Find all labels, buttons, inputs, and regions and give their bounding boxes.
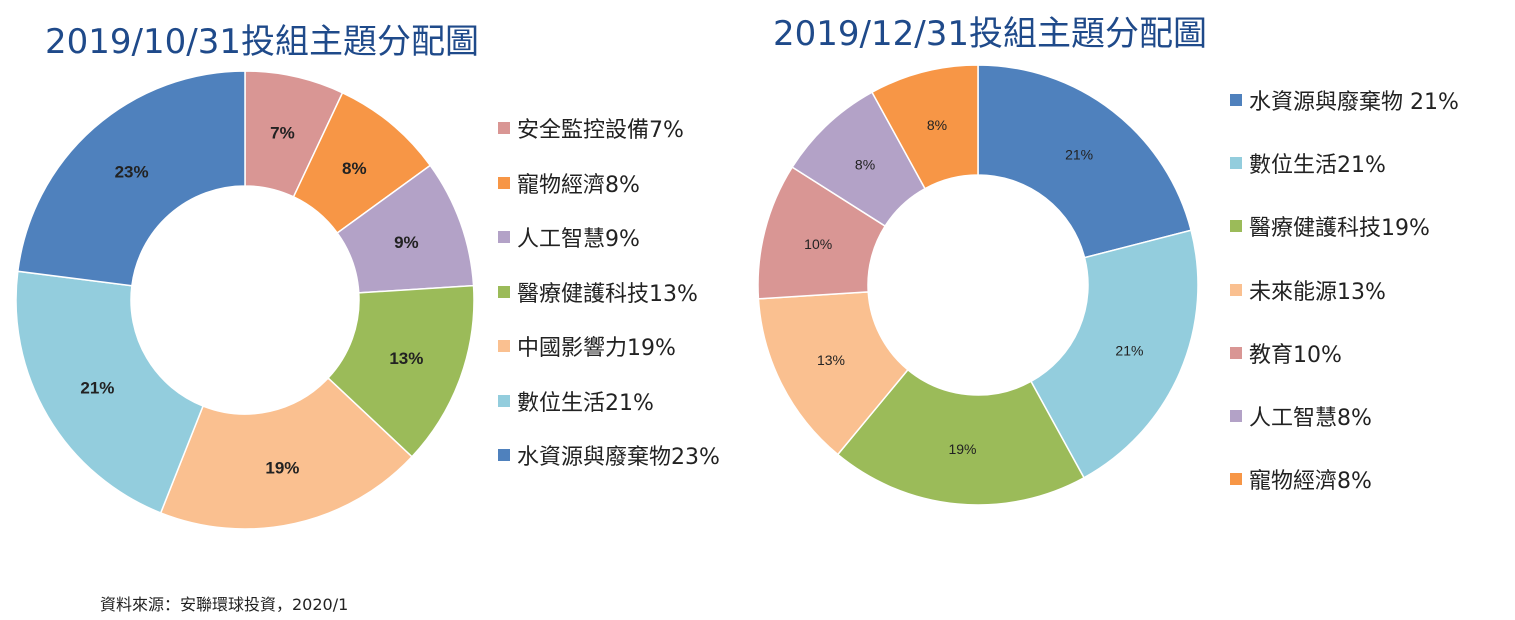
legend-label: 人工智慧8% bbox=[1249, 406, 1372, 431]
donut-slice bbox=[15, 270, 205, 514]
legend-item: 寵物經濟8% bbox=[498, 167, 640, 199]
data-label: 21% bbox=[1065, 147, 1093, 163]
legend-item: 醫療健護科技19% bbox=[1230, 210, 1430, 242]
legend-item: 人工智慧9% bbox=[498, 221, 640, 253]
data-label: 19% bbox=[265, 458, 299, 477]
legend-swatch bbox=[498, 122, 510, 134]
donut-slice bbox=[159, 376, 413, 530]
data-label: 7% bbox=[270, 124, 295, 143]
legend-swatch bbox=[1230, 410, 1242, 422]
legend-label: 數位生活21% bbox=[1249, 153, 1386, 179]
legend-label: 寵物經濟8% bbox=[517, 172, 640, 198]
legend-swatch bbox=[498, 176, 510, 189]
legend-swatch bbox=[498, 231, 510, 243]
data-label: 13% bbox=[817, 352, 845, 368]
legend-label: 教育10% bbox=[1249, 342, 1342, 368]
donut-slice bbox=[836, 368, 1086, 506]
legend-item: 數位生活21% bbox=[498, 385, 654, 417]
data-label: 13% bbox=[389, 349, 423, 368]
donut-slice bbox=[16, 70, 246, 287]
legend-swatch bbox=[1230, 283, 1242, 296]
chart-title-oct: 2019/10/31投組主題分配圖 bbox=[45, 22, 479, 62]
legend-label: 水資源與廢棄物 21% bbox=[1249, 90, 1459, 115]
legend-label: 中國影響力19% bbox=[517, 336, 676, 361]
legend-label: 安全監控設備7% bbox=[517, 118, 684, 143]
legend-label: 醫療健護科技19% bbox=[1249, 216, 1430, 242]
data-label: 8% bbox=[342, 159, 367, 178]
data-label: 10% bbox=[804, 236, 832, 252]
legend-item: 安全監控設備7% bbox=[498, 112, 684, 144]
legend-item: 醫療健護科技13% bbox=[498, 276, 698, 308]
data-label: 8% bbox=[927, 117, 947, 133]
data-label: 9% bbox=[394, 233, 419, 252]
legend-item: 水資源與廢棄物23% bbox=[498, 439, 720, 471]
legend-label: 水資源與廢棄物23% bbox=[517, 445, 720, 470]
legend-swatch bbox=[498, 394, 510, 407]
legend-item: 中國影響力19% bbox=[498, 330, 676, 362]
legend-item: 寵物經濟8% bbox=[1230, 463, 1372, 495]
data-label: 8% bbox=[855, 157, 875, 173]
legend-item: 人工智慧8% bbox=[1230, 400, 1372, 432]
donut-slice bbox=[1029, 229, 1199, 479]
legend-label: 未來能源13% bbox=[1249, 279, 1386, 305]
legend-item: 數位生活21% bbox=[1230, 147, 1386, 179]
source-note: 資料來源：安聯環球投資，2020/1 bbox=[100, 595, 349, 614]
legend-item: 未來能源13% bbox=[1230, 274, 1386, 306]
legend-swatch bbox=[1230, 346, 1242, 359]
legend-swatch bbox=[1230, 473, 1242, 486]
chart-title-dec: 2019/12/31投組主題分配圖 bbox=[773, 14, 1207, 54]
data-label: 21% bbox=[80, 378, 114, 397]
data-label: 19% bbox=[948, 441, 976, 457]
data-label: 21% bbox=[1115, 342, 1143, 358]
legend-swatch bbox=[1230, 94, 1242, 106]
legend-label: 醫療健護科技13% bbox=[517, 281, 698, 307]
legend-label: 數位生活21% bbox=[517, 390, 654, 416]
legend-label: 寵物經濟8% bbox=[1249, 469, 1372, 495]
legend-label: 人工智慧9% bbox=[517, 227, 640, 252]
legend-swatch bbox=[1230, 220, 1242, 233]
legend-swatch bbox=[1230, 157, 1242, 170]
donut-slice bbox=[977, 64, 1193, 259]
legend-swatch bbox=[498, 340, 510, 352]
donut-slice bbox=[870, 64, 979, 190]
legend-swatch bbox=[498, 449, 510, 461]
legend-item: 教育10% bbox=[1230, 337, 1342, 369]
legend-swatch bbox=[498, 285, 510, 298]
data-label: 23% bbox=[115, 162, 149, 181]
legend-item: 水資源與廢棄物 21% bbox=[1230, 84, 1459, 116]
